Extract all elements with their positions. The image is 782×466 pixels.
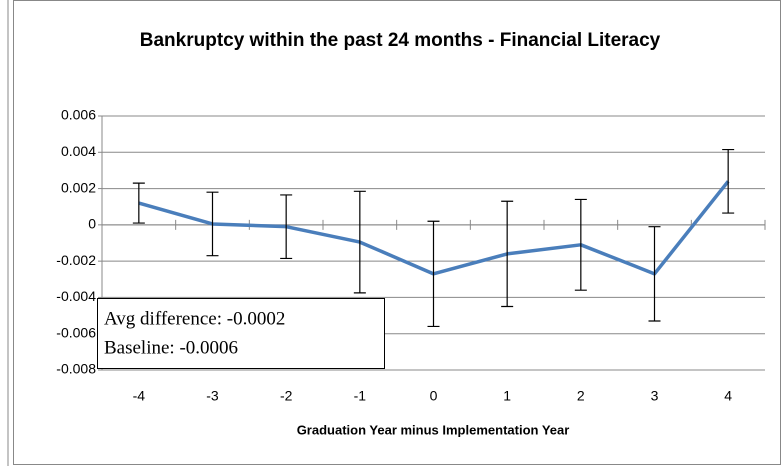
x-tick-label: 3 xyxy=(651,388,659,404)
error-bar xyxy=(280,194,293,260)
error-bar xyxy=(353,190,366,294)
error-bar xyxy=(501,200,514,308)
y-tick-label: -0.004 xyxy=(56,288,96,304)
chart-border xyxy=(13,0,781,465)
annotation: Avg difference: -0.0002 xyxy=(104,308,285,329)
x-tick-label: 4 xyxy=(724,388,732,404)
x-tick-label: -2 xyxy=(280,388,293,404)
annotation: Baseline: -0.0006 xyxy=(104,337,238,358)
error-bar xyxy=(722,148,735,214)
x-tick-label: -4 xyxy=(133,388,146,404)
y-tick-label: -0.008 xyxy=(56,361,96,377)
x-axis-label: Graduation Year minus Implementation Yea… xyxy=(297,422,570,437)
y-tick-label: -0.002 xyxy=(56,252,96,268)
error-bar xyxy=(574,198,587,291)
y-tick-label: 0.004 xyxy=(61,143,96,159)
chart-title: Bankruptcy within the past 24 months - F… xyxy=(139,30,661,51)
y-tick-label: 0.002 xyxy=(61,179,96,195)
error-bar xyxy=(206,191,219,257)
x-tick-label: 1 xyxy=(503,388,511,404)
x-tick-label: 0 xyxy=(430,388,438,404)
y-tick-label: 0 xyxy=(88,216,96,232)
error-bar xyxy=(132,182,145,224)
error-bar xyxy=(648,226,661,322)
error-bar xyxy=(427,220,440,328)
y-tick-label: -0.006 xyxy=(56,324,96,340)
y-tick-label: 0.006 xyxy=(61,107,96,123)
x-tick-label: -3 xyxy=(206,388,219,404)
annotation-box xyxy=(97,298,385,369)
x-tick-label: 2 xyxy=(577,388,585,404)
x-tick-label: -1 xyxy=(354,388,367,404)
